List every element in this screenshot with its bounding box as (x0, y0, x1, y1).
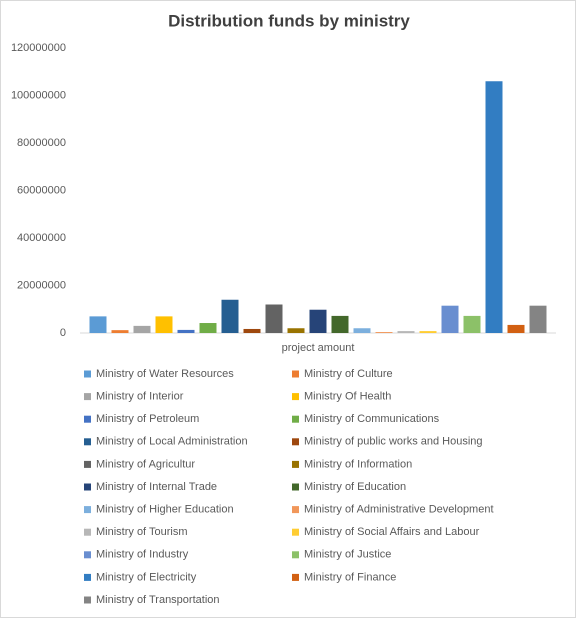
legend-marker (292, 370, 299, 378)
legend-label: Ministry of Justice (304, 549, 391, 561)
bar (397, 331, 415, 333)
legend-label: Ministry of Social Affairs and Labour (304, 526, 480, 538)
bar (155, 316, 173, 333)
bar (485, 81, 503, 333)
bar (309, 309, 327, 333)
legend-label: Ministry of Education (304, 481, 406, 493)
legend-label: Ministry of Water Resources (96, 368, 234, 380)
legend-marker (84, 573, 91, 581)
bar (177, 329, 195, 333)
legend-label: Ministry of Administrative Development (304, 504, 494, 516)
legend-marker (292, 483, 299, 491)
y-tick-label: 60000000 (17, 184, 66, 196)
y-tick-label: 120000000 (11, 42, 66, 54)
legend-marker (292, 460, 299, 468)
legend-label: Ministry of Local Administration (96, 436, 248, 448)
legend-label: Ministry of Transportation (96, 594, 220, 606)
bar (287, 328, 305, 333)
legend-label: Ministry Of Health (304, 391, 391, 403)
bar (441, 305, 459, 333)
bar (507, 324, 525, 333)
y-tick-label: 20000000 (17, 279, 66, 291)
legend-marker (292, 506, 299, 514)
legend-marker (292, 551, 299, 559)
bar (529, 305, 547, 333)
legend-label: Ministry of Industry (96, 549, 189, 561)
bar (221, 299, 239, 333)
legend-marker (292, 438, 299, 446)
legend-marker (84, 393, 91, 401)
legend-marker (84, 528, 91, 536)
y-tick-label: 0 (60, 327, 66, 339)
legend-marker (84, 460, 91, 468)
legend-label: Ministry of public works and Housing (304, 436, 483, 448)
legend-label: Ministry of Agricultur (96, 458, 195, 470)
bar (133, 325, 151, 333)
legend-marker (84, 506, 91, 514)
bar (463, 315, 481, 333)
y-tick-label: 100000000 (11, 89, 66, 101)
legend-marker (84, 483, 91, 491)
x-tick-label: project amount (282, 342, 355, 354)
bar (111, 330, 129, 333)
legend-marker (292, 573, 299, 581)
legend-label: Ministry of Culture (304, 368, 393, 380)
legend-label: Ministry of Electricity (96, 571, 197, 583)
bar (331, 315, 349, 333)
bar (265, 304, 283, 333)
bar (375, 332, 393, 333)
chart-title: Distribution funds by ministry (168, 11, 410, 30)
legend-marker (84, 551, 91, 559)
legend-label: Ministry of Finance (304, 571, 396, 583)
y-tick-label: 80000000 (17, 137, 66, 149)
legend-marker (84, 415, 91, 423)
legend-label: Ministry of Petroleum (96, 413, 199, 425)
legend-label: Ministry of Tourism (96, 526, 187, 538)
legend-label: Ministry of Communications (304, 413, 440, 425)
bar (419, 331, 437, 333)
bar (243, 328, 261, 333)
legend-label: Ministry of Interior (96, 391, 184, 403)
legend-marker (292, 528, 299, 536)
legend-marker (292, 393, 299, 401)
y-tick-label: 40000000 (17, 232, 66, 244)
legend-label: Ministry of Information (304, 458, 412, 470)
legend-marker (84, 370, 91, 378)
bar (353, 328, 371, 333)
bar (89, 316, 107, 333)
legend-marker (292, 415, 299, 423)
bar (199, 323, 217, 333)
legend-marker (84, 596, 91, 604)
legend-label: Ministry of Internal Trade (96, 481, 217, 493)
legend-label: Ministry of Higher Education (96, 504, 234, 516)
legend-marker (84, 438, 91, 446)
